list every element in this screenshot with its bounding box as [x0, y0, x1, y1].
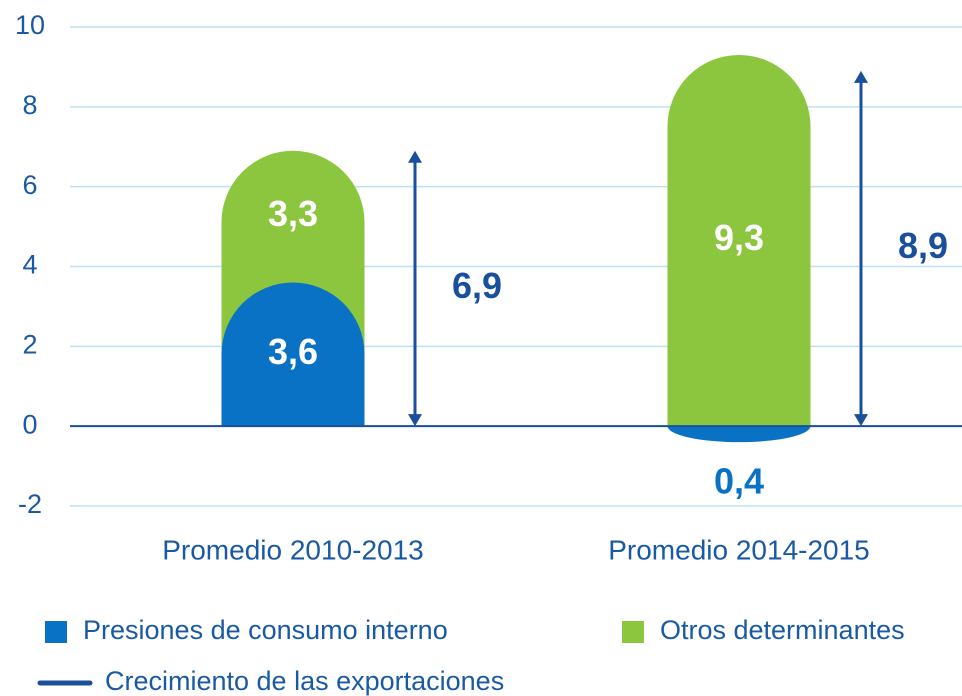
data-label: 3,6	[268, 331, 318, 372]
legend-label: Crecimiento de las exportaciones	[105, 666, 504, 696]
y-tick-label: 2	[22, 329, 37, 359]
data-label: 8,9	[898, 225, 948, 266]
arrow-head	[408, 414, 422, 427]
data-label: 0,4	[714, 461, 764, 502]
y-tick-label: -2	[18, 489, 42, 519]
y-tick-label: 4	[22, 250, 37, 280]
legend-swatch	[45, 621, 67, 643]
y-tick-label: 0	[22, 409, 37, 439]
bar	[221, 282, 365, 427]
data-label: 6,9	[452, 265, 502, 306]
data-label: 9,3	[714, 217, 764, 258]
y-tick-label: 6	[22, 170, 37, 200]
x-tick-label: Promedio 2010-2013	[162, 534, 424, 565]
arrow-head	[854, 414, 868, 427]
legend-label: Otros determinantes	[660, 615, 905, 645]
arrow-head	[854, 70, 868, 83]
y-tick-label: 10	[15, 10, 45, 40]
bar	[667, 426, 811, 443]
legend-label: Presiones de consumo interno	[83, 615, 448, 645]
arrow-head	[408, 150, 422, 163]
bar	[667, 54, 811, 427]
legend-swatch	[622, 621, 644, 643]
x-tick-label: Promedio 2014-2015	[608, 534, 870, 565]
data-label: 3,3	[268, 193, 318, 234]
y-tick-label: 8	[22, 90, 37, 120]
